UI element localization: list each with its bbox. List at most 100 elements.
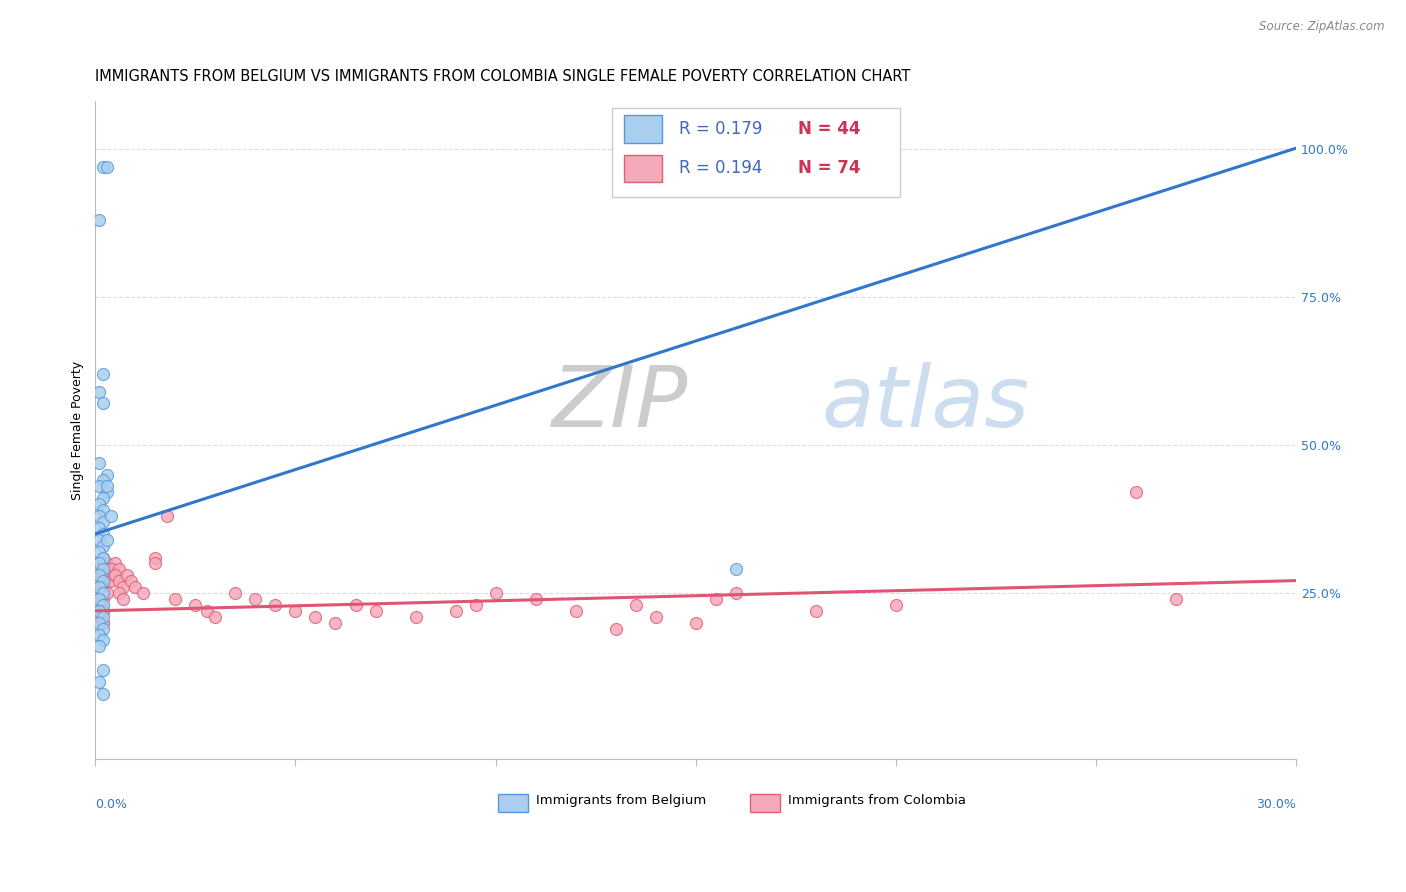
Point [484,586,506,600]
Point [464,598,486,612]
Point [89,586,111,600]
Point [93,367,115,381]
Point [89,212,111,227]
Point [104,568,127,582]
Text: R = 0.194: R = 0.194 [679,160,762,178]
Point [1164,591,1187,606]
Point [405,609,427,624]
Point [444,604,467,618]
Point [344,598,367,612]
Point [93,474,115,488]
Point [304,609,326,624]
Point [93,591,115,606]
Point [96,557,118,571]
Point [89,580,111,594]
Point [96,586,118,600]
Text: 30.0%: 30.0% [1256,797,1296,811]
Point [644,609,666,624]
Point [93,633,115,648]
Point [100,562,122,576]
Point [364,604,387,618]
Point [264,598,287,612]
Text: Source: ZipAtlas.com: Source: ZipAtlas.com [1260,20,1385,33]
Point [89,557,111,571]
Point [804,604,827,618]
Point [284,604,307,618]
Point [145,550,167,565]
Point [89,627,111,641]
Point [104,557,127,571]
Point [108,562,131,576]
Point [96,485,118,500]
FancyBboxPatch shape [749,794,780,813]
Point [93,615,115,630]
Point [156,509,179,524]
Point [100,562,122,576]
Point [112,580,135,594]
Point [96,160,118,174]
Point [1125,485,1147,500]
Point [704,591,727,606]
Point [89,479,111,493]
Point [89,497,111,511]
Point [96,562,118,576]
Point [93,604,115,618]
Point [89,609,111,624]
Point [93,586,115,600]
Text: N = 44: N = 44 [797,120,860,138]
Point [184,598,207,612]
Point [165,591,187,606]
Point [93,568,115,582]
Text: Immigrants from Colombia: Immigrants from Colombia [789,794,966,807]
Text: 0.0%: 0.0% [96,797,128,811]
Text: atlas: atlas [821,362,1029,445]
Point [605,622,627,636]
Point [89,456,111,470]
Point [204,609,226,624]
Text: IMMIGRANTS FROM BELGIUM VS IMMIGRANTS FROM COLOMBIA SINGLE FEMALE POVERTY CORREL: IMMIGRANTS FROM BELGIUM VS IMMIGRANTS FR… [96,69,911,84]
Point [89,580,111,594]
Point [93,550,115,565]
Point [93,550,115,565]
Point [89,384,111,399]
Point [89,640,111,654]
FancyBboxPatch shape [612,108,900,197]
Point [89,544,111,558]
Point [93,526,115,541]
Point [724,586,747,600]
Point [89,598,111,612]
Point [100,509,122,524]
Point [124,580,146,594]
Point [89,521,111,535]
Point [93,491,115,506]
Point [685,615,707,630]
Point [112,591,135,606]
FancyBboxPatch shape [624,115,662,143]
Point [93,515,115,529]
Point [93,503,115,517]
Point [93,568,115,582]
Text: N = 74: N = 74 [797,160,860,178]
Point [89,591,111,606]
Point [93,580,115,594]
Point [104,568,127,582]
Point [93,604,115,618]
Point [120,574,142,589]
Text: Immigrants from Belgium: Immigrants from Belgium [536,794,706,807]
Point [89,598,111,612]
Point [96,574,118,589]
Point [245,591,267,606]
Point [93,586,115,600]
Point [89,674,111,689]
Point [564,604,586,618]
Point [93,609,115,624]
Point [96,533,118,547]
Point [93,598,115,612]
Point [93,622,115,636]
Point [96,568,118,582]
Point [89,568,111,582]
Point [93,396,115,410]
Text: ZIP: ZIP [551,362,688,445]
Point [132,586,155,600]
Point [93,574,115,589]
